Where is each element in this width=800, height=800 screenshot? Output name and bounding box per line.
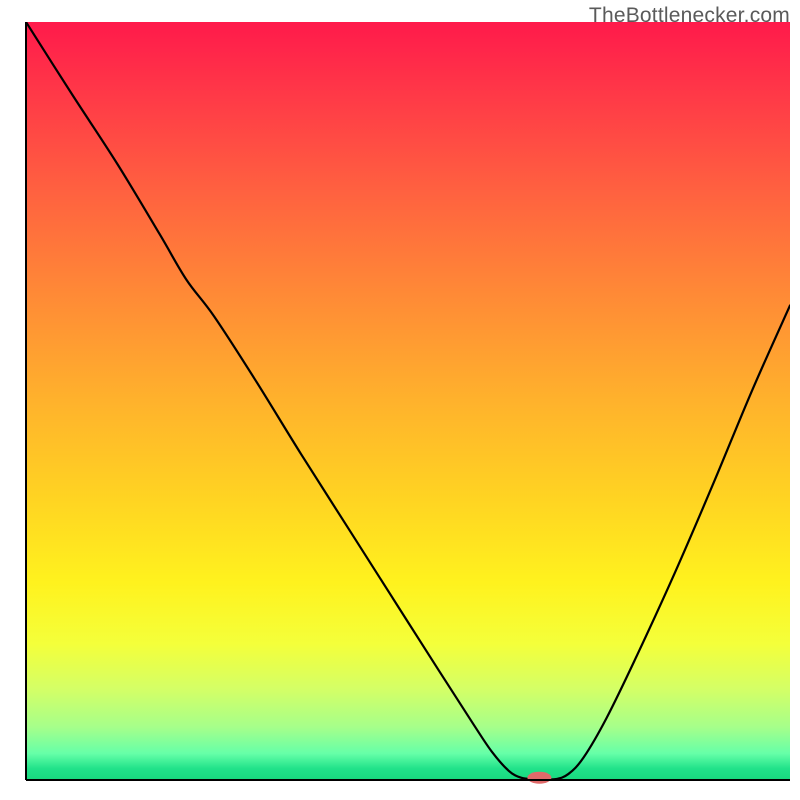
optimum-marker: [527, 772, 551, 784]
chart-svg: [0, 0, 800, 800]
watermark-text: TheBottlenecker.com: [589, 4, 790, 28]
bottleneck-chart: TheBottlenecker.com: [0, 0, 800, 800]
gradient-background: [26, 22, 790, 780]
